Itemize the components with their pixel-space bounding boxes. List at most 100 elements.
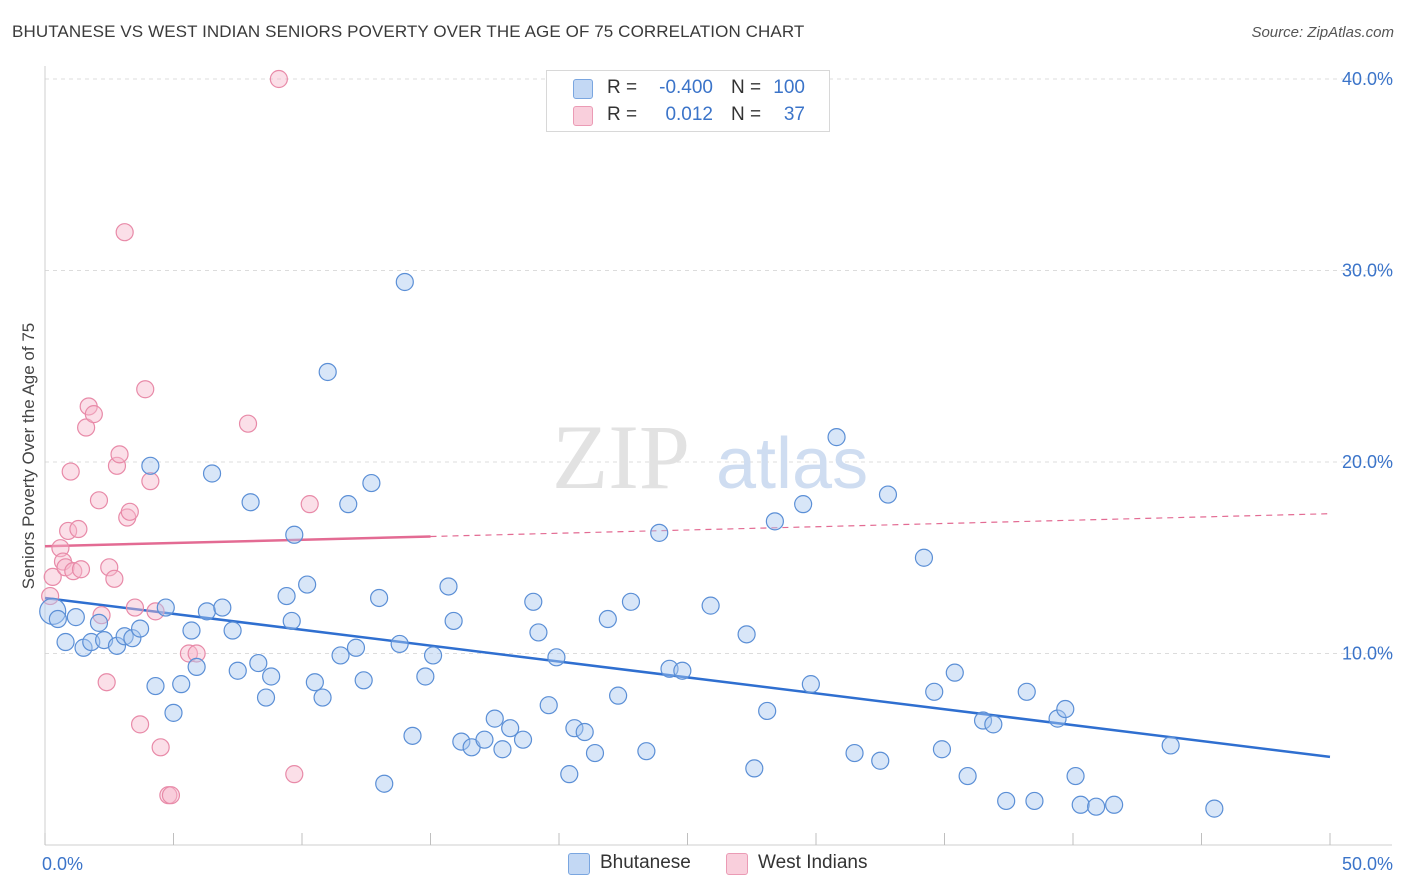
y-tick-label: 40.0% bbox=[1342, 69, 1393, 89]
bhutanese-point bbox=[346, 638, 366, 657]
west-indians-point bbox=[269, 69, 288, 89]
bhutanese-point bbox=[871, 751, 890, 770]
bhutanese-point bbox=[1017, 682, 1036, 701]
bhutanese-point bbox=[524, 592, 543, 611]
bhutanese-point bbox=[637, 742, 656, 761]
bhutanese-points bbox=[39, 272, 1224, 818]
bhutanese-point bbox=[416, 667, 435, 686]
bhutanese-point bbox=[878, 485, 898, 504]
bhutanese-point bbox=[973, 711, 993, 730]
bhutanese-point bbox=[758, 701, 777, 721]
bhutanese-point bbox=[403, 726, 422, 745]
source-label: Source: ZipAtlas.com bbox=[1251, 24, 1394, 41]
legend-r-label: R = bbox=[607, 104, 638, 125]
legend-n-value: 37 bbox=[783, 104, 805, 125]
y-tick-label: 10.0% bbox=[1342, 644, 1393, 664]
bhutanese-point bbox=[362, 473, 381, 493]
bhutanese-point bbox=[914, 548, 934, 567]
bhutanese-point bbox=[223, 621, 242, 640]
west-indians-point bbox=[136, 380, 155, 399]
bhutanese-point bbox=[56, 632, 75, 652]
bhutanese-point bbox=[146, 676, 165, 696]
west-indians-trend-line bbox=[44, 535, 431, 548]
bhutanese-point bbox=[305, 673, 324, 692]
bhutanese-point bbox=[598, 609, 617, 629]
west-indians-point bbox=[105, 569, 124, 588]
west-indians-point bbox=[141, 472, 160, 491]
west-indians-points bbox=[41, 69, 319, 805]
west-indians-point bbox=[100, 558, 119, 577]
west-indians-point bbox=[84, 405, 103, 424]
west-indians-point bbox=[110, 445, 129, 464]
west-indians-point bbox=[69, 519, 88, 539]
watermark: ZIP atlas bbox=[552, 406, 868, 508]
bhutanese-point bbox=[213, 598, 232, 617]
bhutanese-point bbox=[621, 592, 641, 611]
bhutanese-point bbox=[827, 428, 846, 447]
bhutanese-point bbox=[585, 743, 605, 763]
legend-r-value: -0.400 bbox=[659, 77, 713, 98]
bhutanese-point bbox=[439, 577, 458, 596]
bhutanese-point bbox=[958, 766, 977, 786]
bhutanese-point bbox=[375, 774, 394, 793]
west-indians-point bbox=[151, 738, 170, 757]
bhutanese-point bbox=[560, 765, 579, 784]
bhutanese-point bbox=[701, 596, 720, 615]
bhutanese-point bbox=[794, 495, 813, 514]
bhutanese-point bbox=[984, 715, 1003, 734]
bhutanese-point bbox=[673, 661, 692, 680]
bhutanese-point bbox=[1066, 766, 1085, 786]
west-indians-point bbox=[97, 673, 116, 692]
bhutanese-point bbox=[172, 675, 191, 694]
west-indians-point bbox=[61, 462, 80, 481]
bhutanese-point bbox=[39, 597, 67, 625]
bhutanese-point bbox=[187, 657, 206, 677]
west-indians-point bbox=[115, 223, 134, 242]
bhutanese-point bbox=[107, 636, 127, 655]
bhutanese-point bbox=[313, 688, 332, 707]
bhutanese-point bbox=[156, 598, 175, 617]
bhutanese-point bbox=[256, 688, 276, 707]
bhutanese-point bbox=[650, 523, 669, 542]
bhutanese-point bbox=[298, 575, 317, 594]
watermark-zip: ZIP bbox=[552, 406, 690, 508]
gridlines bbox=[45, 78, 1392, 654]
bhutanese-point bbox=[513, 730, 533, 749]
west-indians-trend-line-dashed bbox=[430, 513, 1331, 538]
bhutanese-point bbox=[925, 682, 944, 701]
bottom-legend-label: Bhutanese bbox=[600, 852, 691, 873]
bhutanese-point bbox=[547, 648, 566, 667]
bhutanese-point bbox=[423, 646, 443, 665]
bhutanese-point bbox=[164, 703, 183, 722]
west-indians-point bbox=[130, 715, 150, 734]
bhutanese-point bbox=[801, 675, 820, 694]
west-indians-point bbox=[43, 567, 62, 587]
west-indians-point bbox=[107, 456, 127, 475]
bhutanese-point bbox=[228, 661, 247, 680]
x-tick-label: 50.0% bbox=[1342, 854, 1393, 874]
bhutanese-point bbox=[1161, 736, 1180, 755]
west-indians-point bbox=[300, 495, 319, 514]
bhutanese-point bbox=[475, 730, 494, 749]
bhutanese-point bbox=[737, 625, 756, 644]
bhutanese-point bbox=[493, 740, 512, 759]
west-indians-point bbox=[125, 598, 145, 617]
x-tick-label: 0.0% bbox=[42, 854, 83, 874]
bhutanese-point bbox=[765, 512, 784, 531]
bhutanese-point bbox=[575, 722, 594, 742]
chart-title: BHUTANESE VS WEST INDIAN SENIORS POVERTY… bbox=[12, 22, 805, 41]
bhutanese-point bbox=[529, 623, 548, 642]
west-indians-point bbox=[187, 644, 206, 663]
y-tick-label: 30.0% bbox=[1342, 261, 1393, 281]
bhutanese-point bbox=[444, 611, 463, 631]
bhutanese-point bbox=[501, 719, 520, 738]
bhutanese-point bbox=[262, 667, 281, 686]
west-indians-point bbox=[285, 765, 304, 784]
bhutanese-point bbox=[182, 621, 201, 640]
bhutanese-point bbox=[89, 613, 109, 632]
west-indians-point bbox=[51, 539, 70, 558]
bhutanese-point bbox=[285, 525, 304, 544]
bottom-legend-swatch-pink bbox=[726, 853, 748, 875]
tick-labels: 10.0% 20.0% 30.0% 40.0% 0.0% 50.0% bbox=[42, 69, 1393, 874]
